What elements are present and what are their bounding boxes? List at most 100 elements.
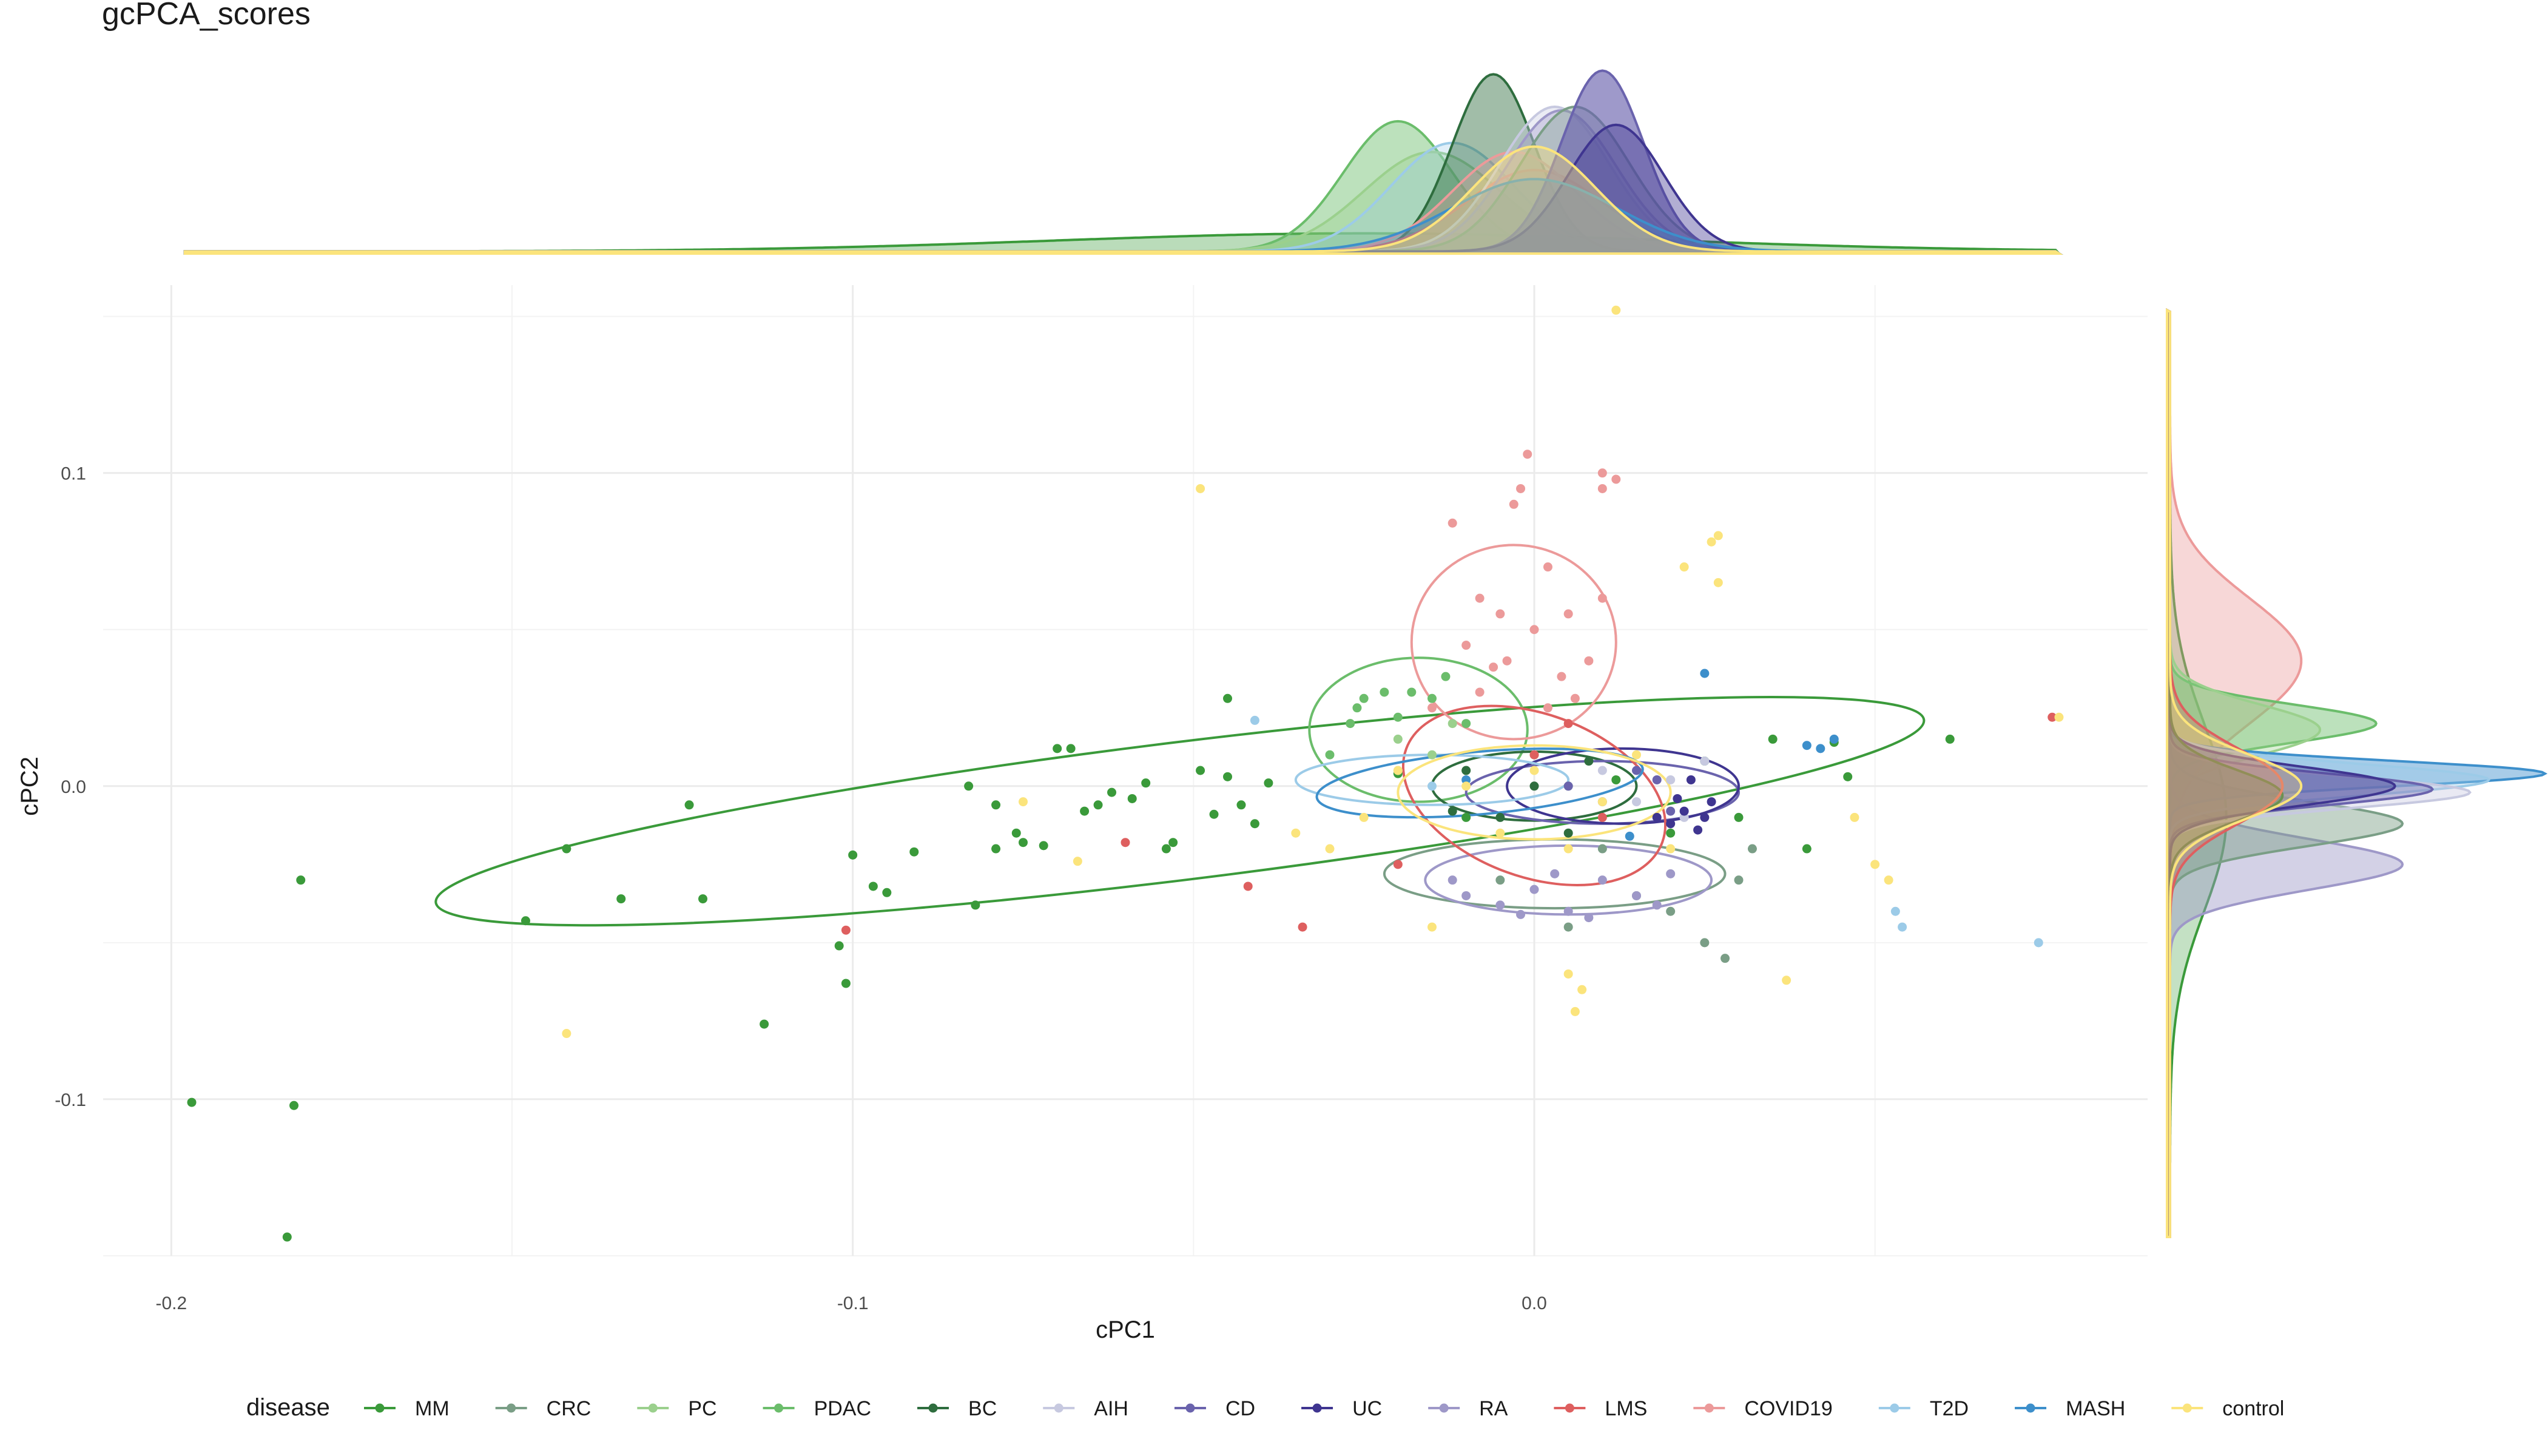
point-covid19: [1584, 656, 1594, 666]
ellipse-mm: [434, 696, 1926, 927]
point-pc: [1448, 719, 1457, 729]
legend-key-point-mash: [2026, 1403, 2035, 1413]
scatter-points: [187, 305, 2064, 1242]
density-right-control: [2166, 308, 2303, 1239]
point-mm: [1168, 838, 1178, 848]
point-mm: [1107, 787, 1117, 797]
point-crc: [1721, 954, 1730, 963]
point-mm: [282, 1232, 292, 1242]
point-lms: [1121, 838, 1130, 848]
ellipse-mash: [1315, 747, 1644, 819]
point-aih: [1632, 797, 1641, 807]
legend-key-point-cd: [1185, 1403, 1195, 1413]
point-covid19: [1461, 641, 1471, 650]
point-mm: [971, 900, 980, 910]
ellipse-lms: [1401, 704, 1667, 886]
point-control: [1611, 305, 1621, 315]
point-control: [1495, 828, 1505, 838]
point-control: [1577, 985, 1587, 994]
point-control: [1713, 531, 1723, 541]
legend-label-lms: LMS: [1605, 1397, 1647, 1420]
point-mash: [1700, 669, 1710, 678]
point-crc: [1563, 922, 1573, 932]
point-mm: [296, 875, 306, 885]
point-control: [1359, 812, 1369, 822]
point-covid19: [1523, 450, 1532, 459]
right-marginal-density: [2166, 308, 2548, 1239]
point-mm: [1223, 772, 1232, 781]
legend-key-point-bc: [928, 1403, 938, 1413]
legend-label-pdac: PDAC: [814, 1397, 871, 1420]
point-cd: [1652, 775, 1662, 784]
point-bc: [1461, 766, 1471, 775]
ellipse-pdac: [1308, 656, 1529, 803]
legend-label-t2d: T2D: [1930, 1397, 1969, 1420]
point-mm: [187, 1097, 197, 1107]
point-ra: [1495, 900, 1505, 910]
point-aih: [1666, 775, 1676, 784]
point-uc: [1679, 806, 1689, 816]
point-mm: [1011, 828, 1021, 838]
point-ra: [1461, 891, 1471, 900]
legend-key-point-mm: [375, 1403, 385, 1413]
top-marginal-density: [183, 69, 2063, 255]
point-lms: [1597, 812, 1607, 822]
point-mash: [1461, 775, 1471, 784]
point-lms: [1243, 881, 1253, 891]
legend-key-point-t2d: [1890, 1403, 1899, 1413]
legend-key-point-aih: [1054, 1403, 1063, 1413]
point-control: [1563, 969, 1573, 979]
point-control: [1325, 844, 1335, 854]
point-pdac: [1359, 693, 1369, 703]
point-mm: [1236, 800, 1246, 810]
legend-key-point-lms: [1565, 1403, 1574, 1413]
point-mm: [841, 979, 851, 988]
point-control: [1563, 844, 1573, 854]
point-mm: [1945, 734, 1955, 744]
point-ra: [1666, 869, 1676, 878]
point-covid19: [1516, 484, 1526, 493]
point-pdac: [1427, 693, 1437, 703]
point-pdac: [1346, 719, 1355, 729]
legend-label-aih: AIH: [1094, 1397, 1128, 1420]
point-uc: [1686, 775, 1696, 784]
density-top-control: [183, 145, 2063, 255]
legend-label-control: control: [2222, 1397, 2284, 1420]
point-t2d: [1250, 715, 1259, 725]
point-control: [1196, 484, 1205, 493]
point-aih: [1700, 757, 1710, 766]
point-mash: [1829, 734, 1839, 744]
point-mm: [991, 844, 1001, 854]
legend-key-point-ra: [1439, 1403, 1449, 1413]
point-bc: [1529, 781, 1539, 791]
point-t2d: [2034, 938, 2043, 948]
point-ra: [1529, 885, 1539, 894]
point-control: [1632, 750, 1641, 760]
point-mm: [1209, 809, 1219, 819]
legend-label-crc: CRC: [547, 1397, 592, 1420]
point-mash: [1625, 831, 1634, 841]
point-mm: [848, 850, 858, 860]
point-crc: [1495, 875, 1505, 885]
point-control: [1291, 828, 1301, 838]
point-control: [1529, 766, 1539, 775]
point-lms: [841, 925, 851, 935]
legend-label-ra: RA: [1479, 1397, 1508, 1420]
ellipse-covid19: [1410, 544, 1617, 741]
point-control: [1850, 812, 1859, 822]
point-ra: [1563, 906, 1573, 916]
point-uc: [1673, 794, 1682, 803]
point-pdac: [1325, 750, 1335, 760]
x-tick-label: -0.1: [837, 1293, 869, 1313]
point-pdac: [1352, 703, 1362, 713]
legend-key-point-crc: [507, 1403, 516, 1413]
legend-key-point-covid19: [1704, 1403, 1714, 1413]
point-crc: [1700, 938, 1710, 948]
legend-title: disease: [246, 1394, 330, 1421]
point-control: [1393, 766, 1403, 775]
point-mm: [1053, 744, 1062, 753]
legend-label-pc: PC: [688, 1397, 716, 1420]
y-tick-label: 0.0: [61, 777, 86, 797]
point-t2d: [1898, 922, 1907, 932]
point-mm: [1264, 778, 1273, 788]
